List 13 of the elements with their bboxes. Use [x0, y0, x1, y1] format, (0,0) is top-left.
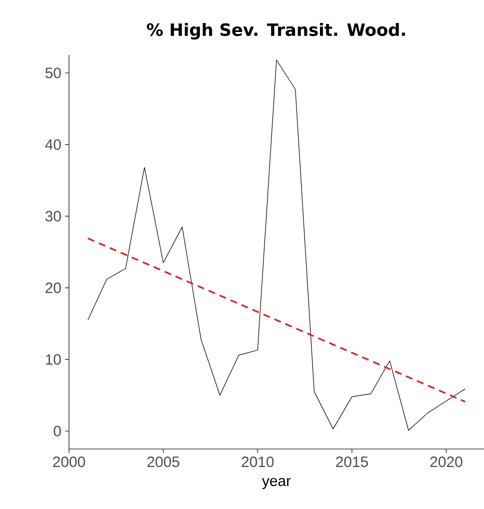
y-tick-label: 50	[45, 68, 61, 78]
y-tick-label: 40	[45, 139, 61, 150]
y-tick-label: 10	[46, 354, 61, 365]
x-tick-label: 2010	[242, 456, 274, 468]
x-tick-label: 2005	[147, 456, 180, 468]
x-tick-label: 2000	[53, 456, 86, 468]
x-axis-title: year	[262, 478, 291, 490]
y-tick-label: 0	[54, 426, 61, 436]
y-tick-label: 20	[46, 282, 61, 294]
y-tick-label: 30	[45, 210, 61, 222]
x-tick-label: 2020	[430, 456, 462, 468]
x-tick-label: 2015	[336, 456, 368, 468]
chart-title: % High Sev. Transit. Wood.	[146, 22, 405, 40]
